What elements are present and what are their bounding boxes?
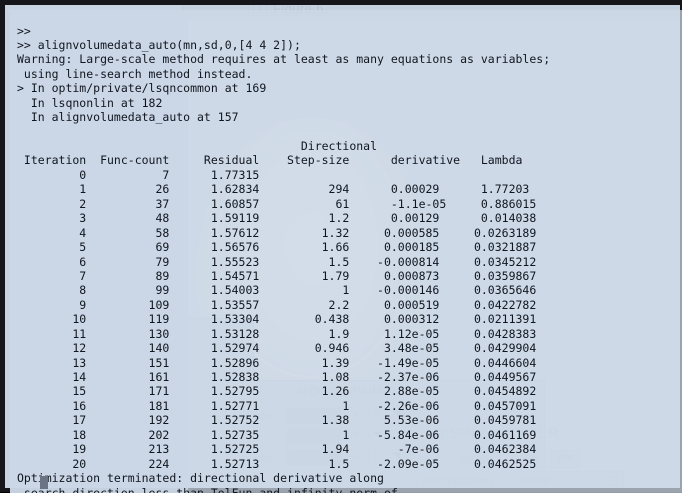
command-window-inner[interactable]: >>>> alignvolumedata_auto(mn,sd,0,[4 4 2… — [10, 10, 682, 493]
console-line: >> alignvolumedata_auto(mn,sd,0,[4 4 2])… — [17, 38, 677, 52]
console-line: 0 7 1.77315 — [17, 168, 677, 182]
console-line: 20 224 1.52713 1.5 -2.09e-05 0.0462525 — [17, 457, 677, 471]
console-line: 4 58 1.57612 1.32 0.000585 0.0263189 — [17, 226, 677, 240]
console-line: using line-search method instead. — [17, 67, 677, 81]
console-line: 8 99 1.54003 1 -0.000146 0.0365646 — [17, 283, 677, 297]
console-line: Warning: Large-scale method requires at … — [17, 52, 677, 66]
text-cursor — [40, 476, 48, 489]
console-line: 3 48 1.59119 1.2 0.00129 0.014038 — [17, 211, 677, 225]
console-line: 9 109 1.53557 2.2 0.000519 0.0422782 — [17, 298, 677, 312]
console-line: 12 140 1.52974 0.946 3.48e-05 0.0429904 — [17, 341, 677, 355]
console-line: 13 151 1.52896 1.39 -1.49e-05 0.0446604 — [17, 356, 677, 370]
console-line: 11 130 1.53128 1.9 1.12e-05 0.0428383 — [17, 327, 677, 341]
console-line: In alignvolumedata_auto at 157 — [17, 110, 677, 124]
console-line — [17, 125, 677, 139]
console-line: 6 79 1.55523 1.5 -0.000814 0.0345212 — [17, 255, 677, 269]
console-line: 17 192 1.52752 1.38 5.53e-06 0.0459781 — [17, 413, 677, 427]
console-line: Directional — [17, 139, 677, 153]
console-line: 16 181 1.52771 1 -2.26e-06 0.0457091 — [17, 399, 677, 413]
console-line: 15 171 1.52795 1.26 2.88e-05 0.0454892 — [17, 384, 677, 398]
console-line: 1 26 1.62834 294 0.00029 1.77203 — [17, 182, 677, 196]
console-line: In lsqnonlin at 182 — [17, 96, 677, 110]
console-line: 2 37 1.60857 61 -1.1e-05 0.886015 — [17, 197, 677, 211]
console-output[interactable]: >>>> alignvolumedata_auto(mn,sd,0,[4 4 2… — [17, 24, 677, 493]
console-line: 19 213 1.52725 1.94 -7e-06 0.0462384 — [17, 442, 677, 456]
console-line: 14 161 1.52838 1.08 -2.37e-06 0.0449567 — [17, 370, 677, 384]
console-line: 7 89 1.54571 1.79 0.000873 0.0359867 — [17, 269, 677, 283]
console-line: >> — [17, 24, 677, 38]
console-line: > In optim/private/lsqncommon at 169 — [17, 81, 677, 95]
console-line: 18 202 1.52735 1 -5.84e-06 0.0461169 — [17, 428, 677, 442]
console-line: Optimization terminated: directional der… — [17, 471, 677, 485]
console-line: 10 119 1.53304 0.438 0.000312 0.0211391 — [17, 312, 677, 326]
console-line: 5 69 1.56576 1.66 0.000185 0.0321887 — [17, 240, 677, 254]
console-line: Iteration Func-count Residual Step-size … — [17, 153, 677, 167]
